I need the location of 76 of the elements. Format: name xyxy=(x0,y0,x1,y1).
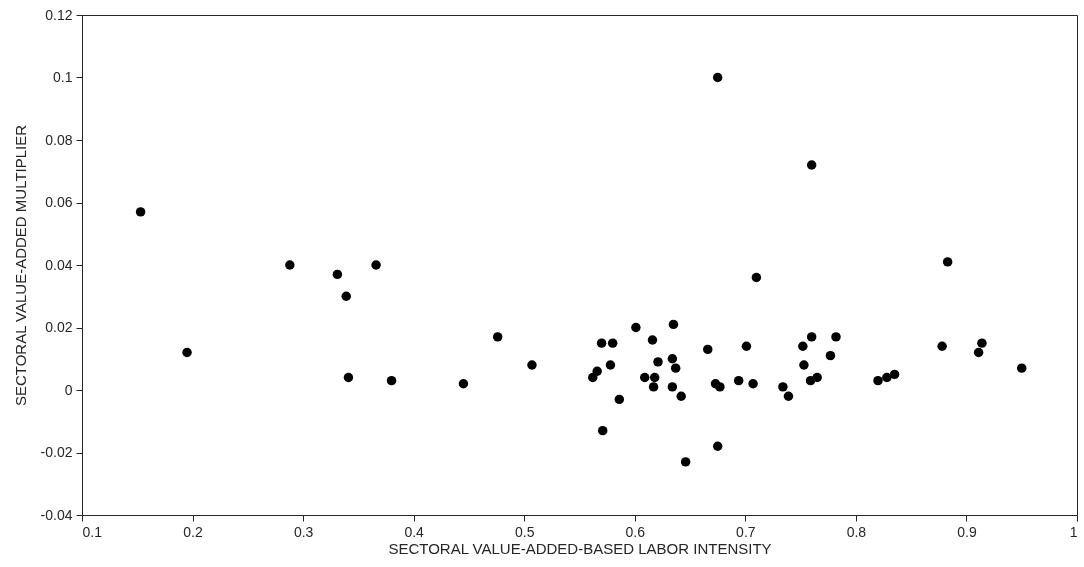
y-tick-label: -0.02 xyxy=(40,444,73,460)
point xyxy=(631,322,641,333)
x-tick-label: 0.9 xyxy=(957,523,977,540)
point xyxy=(135,207,146,217)
y-tick-label: 0 xyxy=(64,381,73,398)
x-tick-label: 0.3 xyxy=(293,523,314,540)
point xyxy=(596,338,607,348)
point xyxy=(778,382,788,392)
point xyxy=(667,354,678,364)
point xyxy=(597,425,608,436)
point xyxy=(680,457,691,467)
x-axis-title: SECTORAL VALUE-ADDED-BASED LABOR INTENSITY xyxy=(388,539,772,557)
point xyxy=(649,372,660,383)
point xyxy=(806,332,817,342)
point xyxy=(748,379,758,389)
point xyxy=(527,360,537,370)
point xyxy=(806,160,817,170)
y-tick-label: 0.12 xyxy=(45,6,73,23)
y-tick-label: 0.02 xyxy=(45,319,73,335)
point xyxy=(492,332,503,342)
point xyxy=(712,72,723,83)
y-tick-label: 0.08 xyxy=(45,131,73,148)
point xyxy=(341,291,351,301)
point xyxy=(733,375,744,386)
point xyxy=(588,372,598,383)
point xyxy=(653,357,663,367)
point xyxy=(667,382,678,392)
point xyxy=(783,391,794,401)
point xyxy=(715,382,725,392)
point xyxy=(343,372,354,383)
point xyxy=(741,341,752,351)
point xyxy=(332,269,343,280)
point xyxy=(973,347,984,358)
point xyxy=(831,332,841,342)
point xyxy=(825,350,836,361)
point xyxy=(458,379,469,389)
point xyxy=(648,382,659,392)
x-tick-label: 0.6 xyxy=(625,523,646,540)
x-tick-label: 0.5 xyxy=(514,523,535,540)
point xyxy=(812,372,822,383)
point xyxy=(386,375,397,386)
y-tick-label: -0.04 xyxy=(40,506,73,523)
point xyxy=(799,360,809,370)
x-tick-label: 0.2 xyxy=(183,523,203,540)
point xyxy=(647,335,658,345)
point xyxy=(182,347,192,358)
point xyxy=(703,344,713,355)
point xyxy=(592,366,602,376)
point xyxy=(712,441,723,451)
y-tick-label: 0.06 xyxy=(45,194,73,210)
point xyxy=(942,257,953,267)
point xyxy=(668,319,679,330)
point xyxy=(614,394,625,405)
x-tick-label: 0.1 xyxy=(82,523,103,540)
point xyxy=(798,341,808,351)
x-tick-label: 1 xyxy=(1069,523,1078,540)
point xyxy=(607,338,618,348)
y-axis-title: SECTORAL VALUE-ADDED MULTIPLIER xyxy=(11,124,29,407)
point xyxy=(605,360,616,370)
point xyxy=(371,260,381,270)
point xyxy=(285,260,295,270)
y-tick-label: 0.1 xyxy=(53,69,73,85)
point xyxy=(882,372,892,383)
point xyxy=(1016,363,1027,373)
x-tick-label: 0.4 xyxy=(404,523,425,540)
point xyxy=(751,272,762,283)
point xyxy=(873,375,883,386)
point xyxy=(639,372,650,383)
point xyxy=(676,391,686,401)
point xyxy=(977,338,987,348)
point xyxy=(937,341,947,351)
y-tick-label: 0.04 xyxy=(45,256,73,273)
point xyxy=(889,369,900,380)
x-tick-label: 0.7 xyxy=(736,523,756,540)
x-tick-label: 0.8 xyxy=(846,523,867,540)
point xyxy=(670,363,681,373)
